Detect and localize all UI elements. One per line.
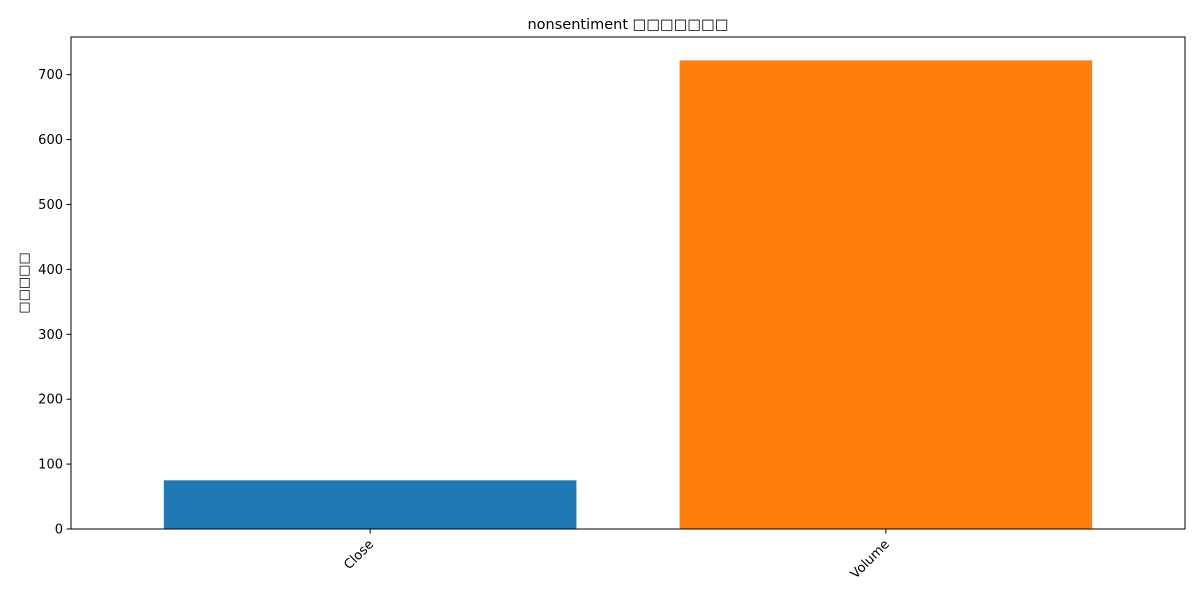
chart-title: nonsentiment □□□□□□□ [527, 17, 728, 33]
y-tick-label: 200 [38, 393, 63, 408]
y-tick-label: 600 [38, 133, 63, 148]
bar-close [163, 480, 577, 529]
y-tick-label: 100 [38, 458, 63, 473]
y-tick-label: 300 [38, 328, 63, 343]
bars-layer [163, 60, 1093, 529]
y-axis-label: □□□□□ [17, 252, 32, 313]
y-axis: 0 100 200 300 400 500 600 700 [38, 68, 71, 538]
y-tick-label: 400 [38, 263, 63, 278]
bar-volume [679, 60, 1093, 529]
y-tick-label: 700 [38, 68, 63, 83]
y-tick-label: 500 [38, 198, 63, 213]
y-tick-label: 0 [55, 523, 63, 538]
plot-frame [70, 36, 1186, 530]
